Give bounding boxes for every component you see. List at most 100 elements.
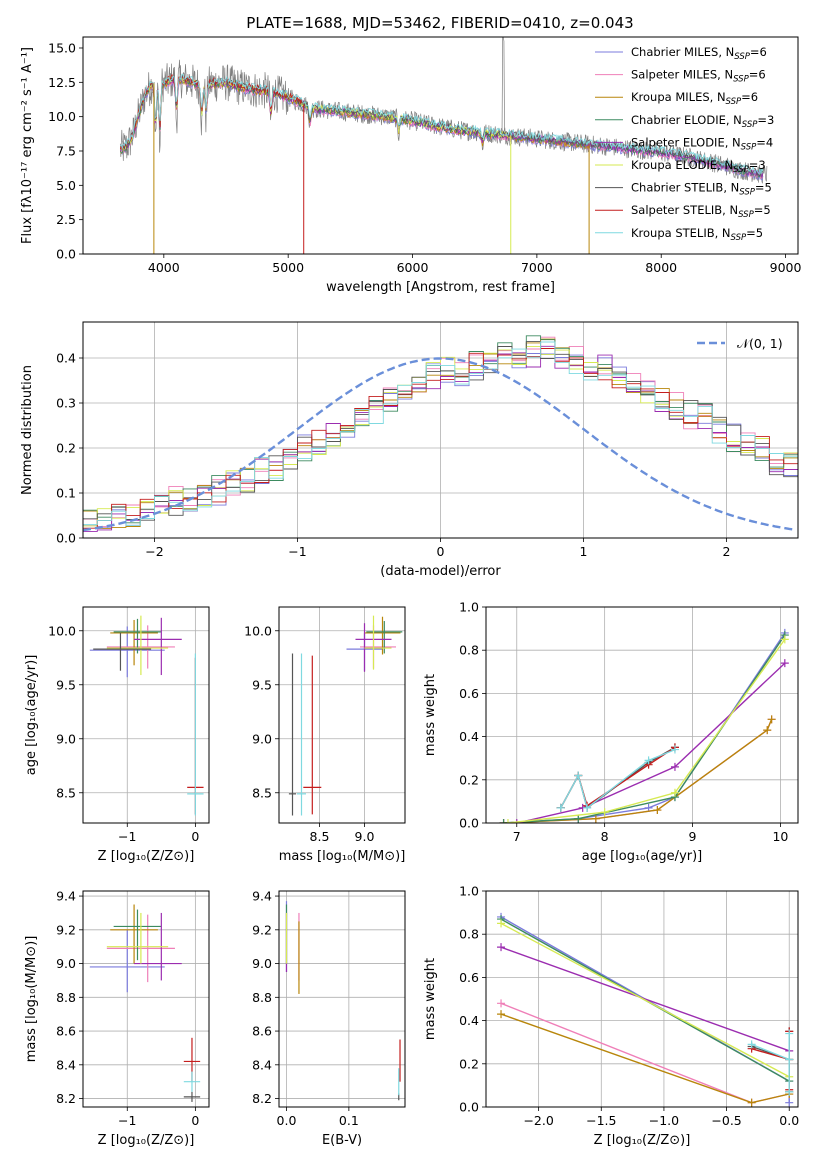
x-tick-label: 9000 — [770, 260, 802, 275]
y-tick-label: 0.4 — [56, 351, 76, 366]
y-tick-label: 0.4 — [459, 729, 479, 744]
x-tick-label: 5000 — [272, 260, 304, 275]
model-spectrum-line — [120, 73, 764, 175]
y-tick-label: 1.0 — [459, 600, 479, 615]
legend-label: Kroupa MILES, NSSP=6 — [631, 90, 758, 107]
y-tick-label: 9.2 — [252, 922, 272, 937]
mass-weight-line — [503, 634, 786, 823]
figure-title: PLATE=1688, MJD=53462, FIBERID=0410, z=0… — [246, 14, 633, 32]
y-tick-label: 9.2 — [56, 922, 76, 937]
legend-label: Salpeter STELIB, NSSP=5 — [631, 203, 771, 220]
axes-frame — [82, 606, 210, 824]
y-tick-label: 0.4 — [459, 1013, 479, 1028]
plot-area — [89, 615, 204, 816]
y-tick-label: 0.1 — [56, 486, 76, 501]
mass-weight-marker — [497, 1010, 506, 1019]
mass-weight-marker — [747, 1098, 756, 1107]
y-tick-label: 0.2 — [459, 772, 479, 787]
x-axis-label: Z [log₁₀(Z/Z⊙)] — [98, 849, 195, 864]
mass-weight-marker — [497, 919, 506, 928]
mass-weight-marker — [763, 726, 772, 735]
y-tick-label: 12.5 — [48, 75, 76, 90]
mass-weight-line — [500, 946, 790, 1052]
mass-weight-marker — [574, 814, 583, 823]
y-tick-label: 0.3 — [56, 396, 76, 411]
mass-weight-marker — [670, 762, 679, 771]
x-tick-label: 0.0 — [779, 1113, 799, 1128]
x-tick-label: 2 — [723, 544, 731, 559]
x-tick-label: 9 — [689, 829, 697, 844]
y-tick-label: 9.0 — [252, 731, 272, 746]
y-tick-label: 8.2 — [252, 1091, 272, 1106]
mass-weight-marker — [785, 1029, 794, 1038]
x-tick-label: 0 — [191, 1113, 199, 1128]
mass-weight-marker — [574, 771, 583, 780]
x-tick-label: 1 — [580, 544, 588, 559]
legend-label: 𝒩(0, 1) — [737, 336, 783, 351]
mass-weight-line — [500, 1013, 790, 1104]
x-tick-label: −1.5 — [586, 1113, 616, 1128]
y-axis-label: age [log₁₀(age/yr)] — [24, 655, 39, 776]
normal-curve-line — [83, 357, 796, 532]
y-tick-label: 8.8 — [56, 990, 76, 1005]
x-tick-label: 9.0 — [355, 829, 375, 844]
legend-label: Salpeter MILES, NSSP=6 — [631, 68, 766, 85]
plot-area — [83, 335, 798, 538]
mass-weight-marker — [512, 819, 521, 823]
y-tick-label: 0.0 — [459, 1100, 479, 1115]
y-tick-label: 8.4 — [56, 1057, 76, 1072]
axes-frame — [82, 321, 799, 539]
y-axis-label: mass [log₁₀(M/M⊙)] — [24, 936, 39, 1063]
y-tick-label: 9.4 — [252, 889, 272, 904]
x-tick-label: −1 — [118, 829, 136, 844]
y-tick-label: 10.0 — [244, 623, 272, 638]
mass-weight-marker — [670, 745, 679, 754]
y-tick-label: 0.0 — [459, 816, 479, 831]
x-axis-label: (data-model)/error — [380, 564, 501, 579]
x-tick-label: −2.0 — [523, 1113, 553, 1128]
y-tick-label: 0.2 — [459, 1056, 479, 1071]
x-tick-label: 0.0 — [277, 1113, 297, 1128]
emission-spike — [501, 37, 505, 131]
y-tick-label: 9.0 — [252, 956, 272, 971]
x-tick-label: 4000 — [148, 260, 180, 275]
y-tick-label: 8.4 — [252, 1057, 272, 1072]
axes-frame — [485, 606, 799, 824]
chart-age-vs-mass: 8.5 9.0 8.5 9.0 9.5 10.0 mass [log₁₀(M/M⊙)] — [244, 606, 406, 864]
axes-frame — [82, 36, 799, 255]
x-tick-label: 0 — [191, 829, 199, 844]
y-tick-label: 0.2 — [56, 441, 76, 456]
x-axis-label: Z [log₁₀(Z/Z⊙)] — [594, 1133, 691, 1148]
y-tick-label: 0.0 — [56, 247, 76, 262]
mass-weight-line — [507, 638, 786, 823]
x-tick-label: −1 — [118, 1113, 136, 1128]
y-tick-label: 10.0 — [48, 623, 76, 638]
mass-weight-line — [500, 916, 790, 1103]
y-tick-label: 9.5 — [252, 677, 272, 692]
mass-weight-marker — [670, 788, 679, 797]
x-tick-label: 7 — [513, 829, 521, 844]
y-tick-label: 9.0 — [56, 956, 76, 971]
mass-weight-marker — [785, 1055, 794, 1064]
x-tick-label: 8.5 — [310, 829, 330, 844]
y-tick-label: 15.0 — [48, 40, 76, 55]
mass-weight-marker — [499, 819, 508, 823]
y-tick-label: 10.0 — [48, 109, 76, 124]
y-tick-label: 8.8 — [252, 990, 272, 1005]
legend-label: Kroupa STELIB, NSSP=5 — [631, 226, 763, 243]
legend-label: Kroupa ELODIE, NSSP=3 — [631, 158, 766, 175]
axes-frame — [82, 890, 210, 1108]
y-tick-label: 9.5 — [56, 677, 76, 692]
x-tick-label: 0 — [437, 544, 445, 559]
plot-area — [119, 37, 768, 254]
chart-spectrum: 4000 5000 6000 7000 8000 9000 0.0 2.5 5.0 7.5 10.0… — [20, 36, 802, 295]
y-tick-label: 8.5 — [252, 785, 272, 800]
plot-area — [89, 904, 201, 1102]
chart-mass-vs-ebv: 0.0 0.1 8.2 8.4 8.6 8.8 9.0 9.2 9.4 E(B-V) — [252, 889, 406, 1148]
y-tick-label: 8.6 — [56, 1024, 76, 1039]
mass-weight-marker — [767, 715, 776, 724]
y-tick-label: 0.0 — [56, 531, 76, 546]
y-axis-label: mass weight — [423, 958, 438, 1040]
x-tick-label: 6000 — [397, 260, 429, 275]
